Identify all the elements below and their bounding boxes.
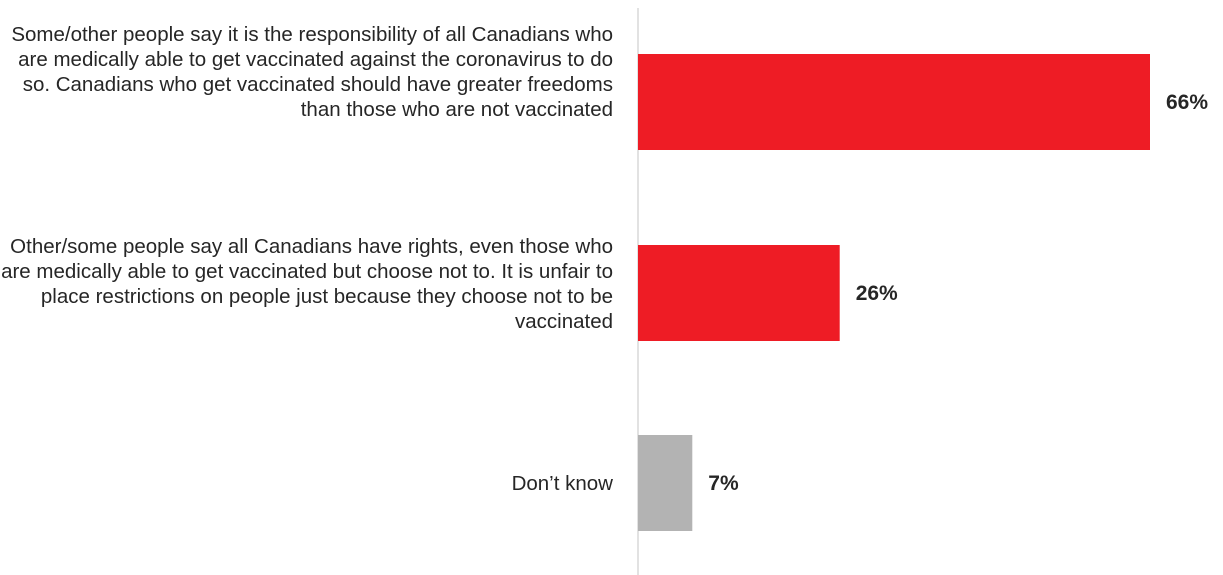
value-label-2: 26% (856, 282, 898, 305)
value-label-3: 7% (708, 472, 739, 495)
value-label-1: 66% (1166, 91, 1208, 114)
bar-1 (638, 54, 1150, 150)
category-label-2: Other/some people say all Canadians have… (1, 235, 613, 333)
bar-3 (638, 435, 693, 531)
category-label-1: Some/other people say it is the responsi… (11, 23, 613, 121)
bar-2 (638, 245, 840, 341)
category-label-3: Don’t know (511, 472, 613, 495)
